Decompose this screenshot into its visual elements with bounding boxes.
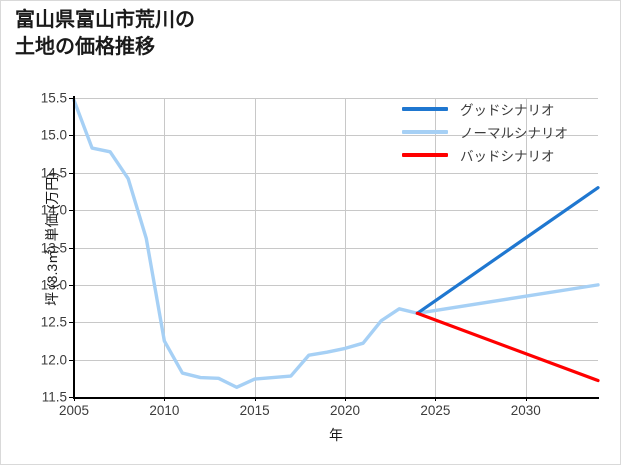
series-line: [72, 98, 600, 389]
y-tick-label: 12.5: [40, 314, 67, 330]
x-axis-label: 年: [329, 427, 343, 443]
x-tick-mark: [74, 397, 75, 401]
legend-label: ノーマルシナリオ: [460, 125, 568, 141]
gridline-horizontal: [74, 210, 598, 211]
x-tick-label: 2010: [149, 403, 180, 418]
gridline-horizontal: [74, 248, 598, 249]
gridline-horizontal: [74, 360, 598, 361]
x-tick-mark: [255, 397, 256, 401]
gridline-horizontal: [74, 173, 598, 174]
legend-item[interactable]: ノーマルシナリオ: [402, 120, 607, 143]
y-tick-mark: [69, 248, 74, 249]
plot-area: [72, 98, 600, 398]
x-axis-line: [73, 397, 599, 399]
x-tick-label: 2005: [58, 403, 90, 418]
gridline-horizontal: [74, 322, 598, 323]
x-tick-label: 2020: [330, 403, 361, 418]
legend-item[interactable]: バッドシナリオ: [402, 143, 607, 166]
y-tick-label: 13.5: [40, 240, 67, 255]
y-tick-mark: [69, 360, 74, 361]
y-tick-mark: [69, 322, 74, 323]
gridline-vertical: [526, 98, 527, 397]
gridline-horizontal: [74, 135, 598, 136]
x-tick-label: 2030: [510, 403, 541, 418]
x-tick-label: 2025: [420, 403, 451, 418]
y-tick-label: 12.0: [40, 352, 67, 368]
y-tick-label: 15.0: [40, 127, 67, 143]
legend-color-swatch: [402, 152, 448, 157]
y-tick-label: 14.5: [40, 165, 67, 181]
y-axis-tick-labels: 11.5 12.0 12.5 13.0 13.5 14.0 14.5 15.0 15.5: [23, 91, 67, 405]
series-lines: [72, 98, 600, 389]
gridline-horizontal: [74, 98, 598, 99]
y-tick-mark: [69, 285, 74, 286]
gridline-vertical: [164, 98, 165, 397]
x-tick-mark: [345, 397, 346, 401]
legend-color-swatch: [402, 106, 448, 111]
gridline-vertical: [345, 98, 346, 397]
y-tick-mark: [69, 98, 74, 99]
y-axis-line: [73, 96, 75, 399]
y-tick-label: 11.5: [41, 389, 67, 405]
x-tick-mark: [164, 397, 165, 401]
y-tick-mark: [69, 210, 74, 211]
y-tick-mark: [69, 397, 74, 398]
gridline-horizontal: [74, 285, 598, 286]
series-line: [415, 186, 600, 315]
y-axis-label: 坪 (3.3㎡) 単価 (万円): [44, 172, 60, 306]
x-tick-label: 2015: [239, 403, 270, 418]
y-tick-label: 14.0: [40, 202, 67, 218]
chart-title: 富山県富山市荒川の 土地の価格推移: [15, 9, 195, 58]
legend-label: バッドシナリオ: [460, 148, 555, 164]
y-tick-label: 15.5: [40, 90, 67, 106]
legend-label: グッドシナリオ: [460, 102, 555, 118]
x-tick-mark: [435, 397, 436, 401]
gridline-vertical: [255, 98, 256, 397]
legend-item[interactable]: グッドシナリオ: [402, 97, 607, 120]
y-tick-label: 13.0: [40, 277, 67, 293]
legend-color-swatch: [402, 129, 448, 134]
chart-legend: グッドシナリオ ノーマルシナリオ バッドシナリオ: [400, 93, 609, 170]
y-tick-mark: [69, 135, 74, 136]
x-tick-mark: [526, 397, 527, 401]
gridline-vertical: [435, 98, 436, 397]
y-tick-mark: [69, 173, 74, 174]
x-axis-tick-labels: 2005 2010 2015 2020 2025 2030: [59, 403, 598, 423]
series-line: [415, 311, 600, 383]
